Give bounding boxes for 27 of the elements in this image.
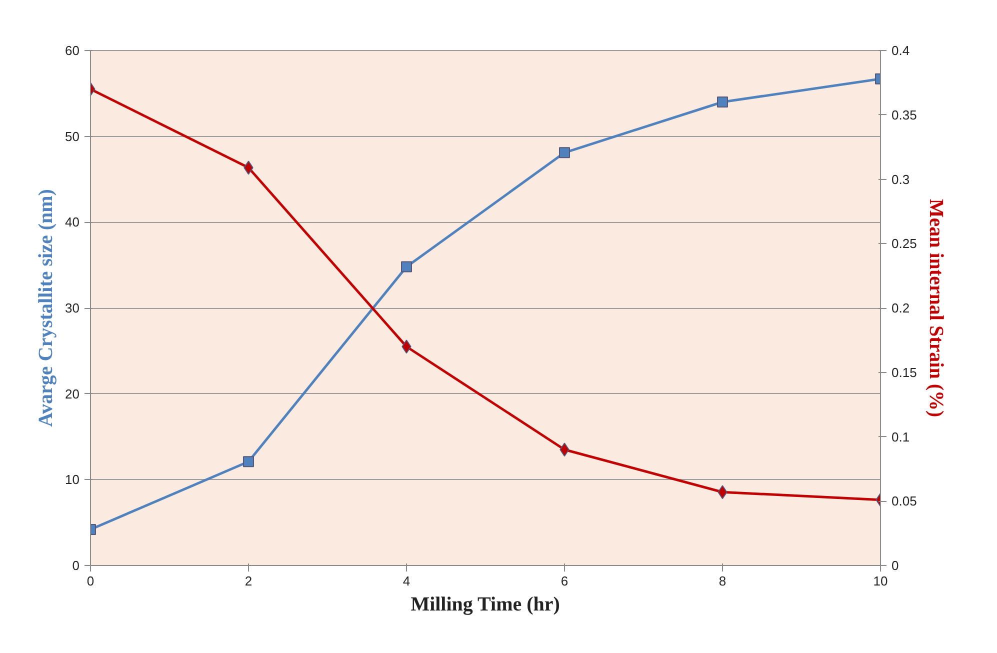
x-tick-label: 0 xyxy=(86,574,94,588)
y-tick-label: 20 xyxy=(65,386,80,402)
y2-tick-label: 0.35 xyxy=(892,107,917,122)
y2-axis-title: Mean internal Strain (%) xyxy=(924,198,947,418)
point xyxy=(401,261,412,272)
x-tick-label: 8 xyxy=(718,574,726,588)
x-axis-title: Milling Time (hr) xyxy=(410,594,560,616)
y-tick-label: 50 xyxy=(65,128,80,144)
x-tick-label: 10 xyxy=(873,574,888,588)
y2-tick-label: 0.15 xyxy=(892,364,917,380)
y-tick-label: 60 xyxy=(65,43,80,58)
y2-tick-label: 0.1 xyxy=(892,429,910,444)
y2-tick-label: 0.4 xyxy=(892,43,910,58)
x-tick-label: 2 xyxy=(244,574,252,588)
y-tick-label: 40 xyxy=(65,214,80,230)
y2-tick-label: 0.2 xyxy=(892,300,910,316)
y-axis-title: Avarge Crystallite size (nm) xyxy=(35,189,58,427)
y2-tick-label: 0.3 xyxy=(892,172,910,187)
y-tick-label: 10 xyxy=(65,472,80,488)
y2-tick-label: 0.25 xyxy=(892,236,917,252)
y2-tick-label: 0 xyxy=(892,558,899,573)
point xyxy=(559,147,570,158)
y-tick-label: 0 xyxy=(72,558,80,573)
x-tick-label: 6 xyxy=(560,574,568,588)
x-tick-label: 4 xyxy=(402,574,410,588)
y2-tick-label: 0.05 xyxy=(892,494,917,509)
y-tick-label: 30 xyxy=(65,300,80,316)
